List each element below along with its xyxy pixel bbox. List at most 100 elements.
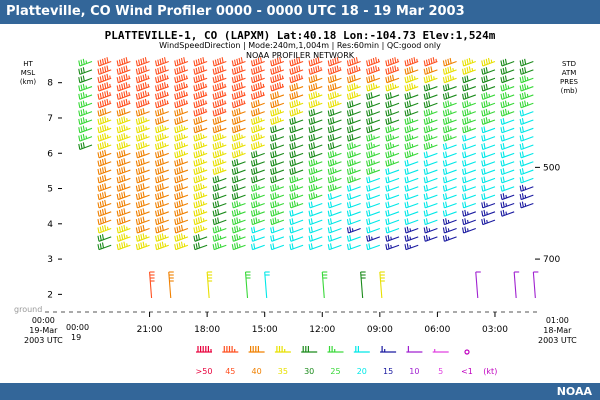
wind-barb — [404, 82, 419, 92]
wind-barb — [346, 133, 361, 142]
wind-barb — [135, 158, 150, 167]
wind-barb — [500, 75, 515, 84]
wind-barb — [442, 125, 457, 134]
wind-barb — [78, 108, 93, 117]
wind-barb — [481, 117, 496, 125]
wind-barb — [193, 208, 208, 217]
wind-barb — [231, 158, 246, 167]
wind-barb — [155, 191, 169, 201]
wind-barb — [481, 168, 496, 176]
wind-barb — [404, 209, 419, 217]
wind-barb — [346, 142, 361, 150]
wind-barb — [135, 166, 150, 176]
wind-barb — [155, 82, 169, 92]
y-axis-right-label-line: PRES — [560, 78, 578, 86]
wind-barb — [519, 75, 534, 84]
wind-barb — [519, 143, 534, 150]
wind-barb — [270, 158, 285, 167]
wind-barb — [385, 243, 400, 251]
low-level-barb — [168, 271, 172, 299]
wind-barb — [289, 73, 304, 84]
wind-barb — [519, 193, 534, 201]
wind-barb — [500, 118, 515, 125]
legend-label: 10 — [409, 367, 419, 376]
wind-barb — [97, 73, 112, 84]
wind-barb — [250, 175, 265, 184]
wind-barb — [481, 184, 496, 192]
wind-barb — [250, 141, 265, 150]
wind-barb — [116, 191, 131, 201]
wind-barb — [193, 82, 208, 92]
wind-barb — [442, 168, 457, 176]
wind-barb — [174, 191, 189, 201]
wind-barb — [231, 217, 246, 226]
wind-barb — [135, 108, 150, 117]
wind-barb — [270, 234, 285, 242]
wind-barb — [346, 218, 361, 226]
wind-barb — [116, 174, 131, 184]
wind-barb — [346, 209, 361, 217]
wind-barb — [385, 168, 400, 176]
wind-barb — [327, 201, 342, 209]
wind-barb — [500, 159, 515, 167]
wind-barb — [116, 116, 131, 125]
wind-barb — [500, 83, 515, 92]
wind-barb — [423, 74, 438, 84]
wind-barb — [250, 124, 265, 134]
wind-barb — [193, 242, 208, 251]
wind-barb — [135, 241, 150, 251]
wind-barb — [193, 216, 208, 226]
wind-barb — [500, 134, 515, 142]
wind-barb — [250, 192, 265, 201]
wind-barb — [308, 57, 323, 67]
wind-barb — [423, 151, 438, 159]
wind-barb — [308, 133, 323, 142]
y-tick-label: 8 — [47, 79, 53, 89]
wind-barb — [462, 100, 476, 109]
wind-barb — [346, 57, 361, 67]
x-axis-left-end-line: 00:00 — [31, 316, 55, 325]
wind-barb — [462, 125, 476, 134]
wind-barb — [212, 65, 227, 75]
wind-barb — [135, 149, 150, 159]
wind-barb — [135, 57, 150, 67]
y-axis-left-label-line: HT — [23, 60, 33, 68]
wind-barb — [193, 183, 208, 192]
wind-barb — [423, 168, 438, 176]
wind-barb — [212, 217, 227, 226]
wind-barb — [250, 158, 265, 167]
wind-barb — [481, 201, 496, 209]
wind-barb — [519, 168, 534, 176]
wind-barb — [250, 57, 265, 67]
wind-barb — [289, 117, 304, 125]
wind-barb — [193, 90, 208, 100]
wind-barb — [135, 124, 150, 134]
wind-barb — [97, 90, 112, 100]
wind-barb — [366, 234, 381, 242]
wind-barb — [97, 234, 112, 242]
wind-barb — [346, 117, 361, 125]
wind-barb — [289, 150, 304, 159]
wind-barb — [519, 134, 534, 142]
wind-barb — [116, 57, 131, 67]
wind-barb — [289, 82, 304, 92]
window-title: Platteville, CO Wind Profiler 0000 - 000… — [0, 0, 600, 24]
wind-barb — [442, 184, 457, 192]
wind-barb — [116, 149, 131, 159]
wind-barb — [500, 58, 515, 67]
wind-barb — [327, 226, 342, 234]
wind-barb — [270, 91, 285, 100]
wind-barb — [385, 57, 400, 67]
x-tick-label: 15:00 — [252, 325, 278, 335]
wind-barb — [308, 218, 323, 226]
wind-barb — [270, 73, 285, 84]
wind-barb — [519, 159, 534, 167]
wind-barb — [174, 90, 189, 100]
wind-barb — [212, 166, 227, 176]
wind-barb — [327, 234, 342, 242]
wind-barb — [193, 149, 208, 159]
wind-barb — [442, 66, 457, 75]
wind-barb — [519, 176, 534, 184]
wind-barb — [289, 175, 304, 184]
legend-label: >50 — [196, 367, 213, 376]
